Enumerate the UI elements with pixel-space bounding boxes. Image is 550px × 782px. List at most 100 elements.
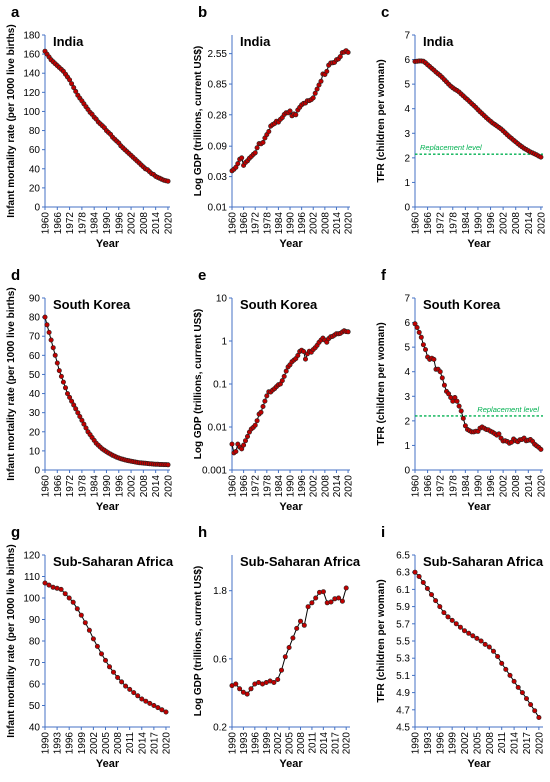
data-point bbox=[441, 610, 447, 616]
series-line bbox=[44, 582, 167, 713]
x-tick-label: 2017 bbox=[330, 732, 341, 755]
y-tick-label: 6 bbox=[404, 318, 410, 329]
y-axis-label: Log GDP (trillions, current US$) bbox=[193, 46, 204, 196]
data-point bbox=[165, 462, 171, 468]
data-point bbox=[310, 95, 316, 101]
x-tick-label: 1996 bbox=[297, 475, 308, 498]
x-tick-label: 1990 bbox=[228, 732, 239, 755]
y-tick-label: 7 bbox=[404, 31, 410, 42]
data-point bbox=[482, 641, 488, 647]
replacement-level-label: Replacement level bbox=[477, 405, 539, 414]
chart-title: Sub-Saharan Africa bbox=[53, 554, 174, 569]
data-point bbox=[62, 385, 68, 391]
data-point bbox=[428, 592, 434, 598]
y-tick-label: 110 bbox=[24, 572, 40, 583]
y-tick-label: 90 bbox=[29, 294, 41, 305]
data-point bbox=[336, 595, 342, 601]
x-tick-label: 1996 bbox=[435, 732, 446, 755]
data-point bbox=[305, 604, 311, 610]
data-point bbox=[127, 686, 133, 692]
data-point bbox=[297, 618, 303, 624]
data-point bbox=[237, 686, 243, 692]
x-axis-label: Year bbox=[279, 501, 303, 513]
data-point bbox=[66, 595, 72, 601]
chart-title: Sub-Saharan Africa bbox=[240, 554, 361, 569]
y-tick-label: 60 bbox=[29, 351, 41, 362]
x-tick-label: 2011 bbox=[497, 732, 508, 754]
y-tick-label: 0.01 bbox=[208, 423, 228, 434]
data-point bbox=[79, 417, 85, 423]
x-tick-label: 2014 bbox=[151, 212, 162, 235]
chart-title: India bbox=[423, 34, 454, 49]
x-tick-label: 1990 bbox=[41, 732, 52, 755]
y-axis-label: Infant mortality rate (per 1000 live bir… bbox=[6, 544, 17, 737]
x-tick-label: 1978 bbox=[448, 475, 459, 498]
data-point bbox=[233, 681, 239, 687]
x-tick-label: 2014 bbox=[332, 475, 343, 498]
x-tick-label: 2008 bbox=[139, 212, 150, 235]
y-tick-label: 0 bbox=[34, 466, 40, 477]
data-point bbox=[44, 322, 50, 328]
y-tick-label: 5.9 bbox=[396, 602, 410, 613]
panel-letter: h bbox=[198, 524, 207, 541]
data-point bbox=[339, 598, 345, 604]
y-tick-label: 4 bbox=[404, 104, 410, 115]
x-tick-label: 2008 bbox=[139, 475, 150, 498]
data-point bbox=[309, 600, 315, 606]
x-axis-label: Year bbox=[96, 758, 120, 770]
data-point bbox=[83, 425, 89, 431]
x-tick-label: 2002 bbox=[460, 732, 471, 755]
data-point bbox=[418, 334, 424, 340]
y-tick-label: 5 bbox=[404, 343, 410, 354]
data-point bbox=[324, 68, 330, 74]
data-point bbox=[248, 686, 254, 692]
x-tick-label: 1978 bbox=[262, 475, 273, 498]
data-point bbox=[456, 403, 462, 409]
y-tick-label: 60 bbox=[29, 680, 41, 691]
data-point bbox=[503, 666, 509, 672]
data-point bbox=[343, 585, 349, 591]
data-point bbox=[538, 446, 544, 452]
y-tick-label: 0.28 bbox=[208, 110, 228, 121]
data-point bbox=[271, 679, 277, 685]
y-tick-label: 0.01 bbox=[208, 203, 228, 214]
data-point bbox=[293, 112, 299, 118]
y-tick-label: 3 bbox=[404, 392, 410, 403]
data-point bbox=[239, 155, 245, 161]
x-tick-label: 2008 bbox=[113, 732, 124, 755]
data-point bbox=[474, 635, 480, 641]
x-tick-label: 2008 bbox=[320, 475, 331, 498]
data-point bbox=[54, 360, 60, 366]
data-point bbox=[99, 651, 105, 657]
x-tick-label: 2020 bbox=[163, 475, 174, 498]
x-axis-label: Year bbox=[467, 238, 491, 250]
data-point bbox=[282, 654, 288, 660]
data-point bbox=[523, 696, 529, 702]
x-tick-label: 2020 bbox=[342, 732, 353, 755]
x-tick-label: 2020 bbox=[536, 212, 547, 235]
replacement-level-label: Replacement level bbox=[420, 143, 482, 152]
x-tick-label: 2014 bbox=[524, 212, 535, 235]
data-point bbox=[71, 85, 77, 91]
x-tick-label: 2002 bbox=[309, 212, 320, 235]
y-tick-label: 0.2 bbox=[213, 723, 227, 734]
data-point bbox=[50, 584, 56, 590]
y-tick-label: 6.3 bbox=[396, 568, 410, 579]
data-point bbox=[147, 700, 153, 706]
data-point bbox=[245, 433, 251, 439]
data-point bbox=[264, 393, 270, 399]
x-tick-label: 2014 bbox=[319, 732, 330, 755]
y-tick-label: 6.1 bbox=[396, 585, 410, 596]
x-tick-label: 1972 bbox=[436, 475, 447, 498]
x-tick-label: 1999 bbox=[448, 732, 459, 755]
panel-c: 0 1 2 3 4 5 6 7 1960 1966 1972 1978 1984 1990 1996 2002… bbox=[376, 4, 547, 250]
x-tick-label: 2005 bbox=[101, 732, 112, 755]
y-axis-label: Log GDP (trillions, current US$) bbox=[193, 566, 204, 716]
data-point bbox=[420, 342, 426, 348]
data-point bbox=[328, 599, 334, 605]
data-point bbox=[65, 391, 71, 397]
x-tick-label: 1978 bbox=[77, 212, 88, 235]
data-point bbox=[528, 702, 534, 708]
data-point bbox=[56, 368, 62, 374]
